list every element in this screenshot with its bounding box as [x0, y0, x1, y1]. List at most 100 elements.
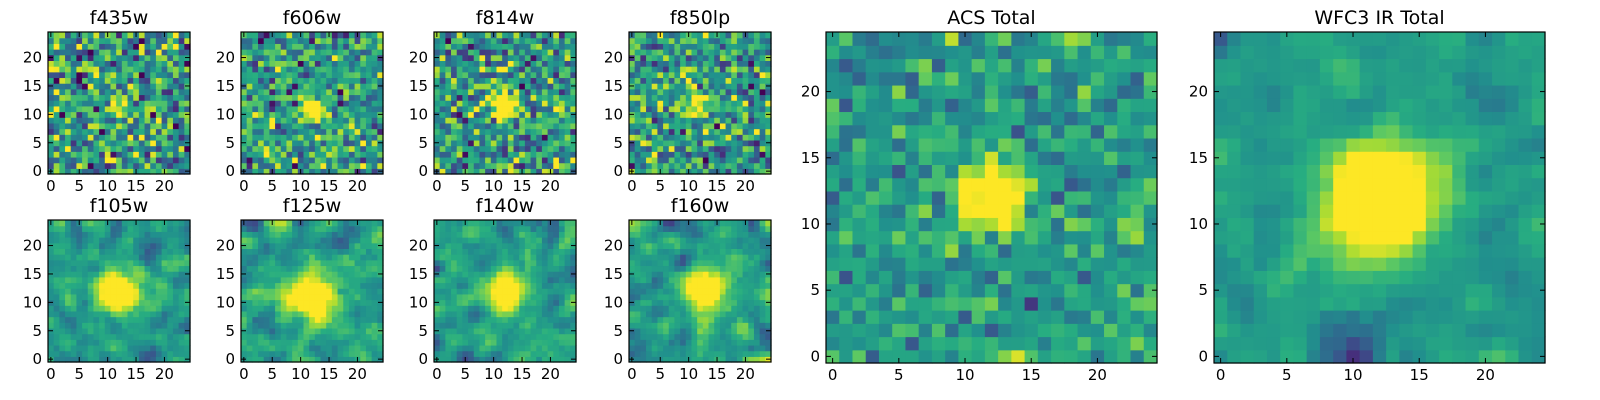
- pixel: [280, 242, 288, 249]
- pixel: [524, 128, 532, 135]
- pixel: [93, 83, 100, 90]
- pixel: [292, 265, 299, 272]
- pixel: [320, 237, 327, 244]
- pixel: [155, 49, 163, 56]
- pixel: [127, 344, 134, 352]
- pixel: [161, 162, 168, 169]
- pixel: [70, 134, 77, 141]
- pixel: [634, 43, 641, 50]
- pixel: [685, 49, 693, 56]
- pixel: [150, 145, 157, 152]
- pixel: [343, 259, 350, 267]
- pixel: [377, 344, 384, 352]
- pixel: [161, 259, 168, 267]
- pixel: [331, 322, 339, 329]
- pixel: [519, 350, 526, 357]
- pixel: [144, 128, 151, 135]
- pixel: [547, 248, 554, 255]
- pixel: [99, 71, 106, 79]
- pixel: [76, 242, 83, 249]
- pixel: [360, 83, 367, 90]
- pixel: [354, 139, 361, 147]
- x-tick-label: 20: [736, 177, 755, 195]
- pixel: [719, 117, 727, 124]
- pixel: [127, 43, 134, 50]
- pixel: [104, 66, 112, 73]
- pixel: [93, 66, 100, 73]
- pixel: [651, 88, 658, 96]
- pixel: [731, 134, 738, 141]
- pixel: [59, 248, 66, 255]
- pixel: [719, 37, 727, 44]
- pixel: [263, 83, 270, 90]
- pixel: [702, 327, 710, 335]
- pixel: [558, 43, 566, 50]
- pixel: [473, 145, 481, 152]
- pixel: [297, 100, 305, 107]
- pixel: [82, 265, 89, 272]
- pixel: [133, 242, 140, 249]
- pixel: [530, 168, 537, 175]
- pixel: [451, 242, 458, 249]
- pixel: [258, 43, 265, 50]
- pixel: [331, 344, 339, 352]
- pixel: [133, 259, 140, 267]
- pixel: [70, 339, 77, 346]
- pixel: [536, 134, 543, 141]
- pixel: [155, 327, 163, 335]
- pixel: [348, 37, 356, 44]
- pixel: [456, 237, 463, 244]
- pixel: [155, 105, 163, 113]
- pixel: [629, 88, 636, 96]
- pixel: [685, 94, 693, 101]
- pixel: [53, 271, 60, 278]
- pixel: [377, 254, 384, 261]
- pixel: [343, 168, 350, 175]
- pixel: [473, 88, 481, 96]
- pixel: [93, 242, 100, 249]
- pixel: [502, 151, 509, 158]
- pixel: [468, 339, 475, 346]
- pixel: [133, 37, 140, 44]
- pixel: [263, 237, 270, 244]
- pixel: [326, 128, 333, 135]
- pixel: [104, 37, 112, 44]
- pixel: [651, 49, 658, 56]
- pixel: [297, 71, 305, 79]
- pixel: [674, 344, 681, 352]
- pixel: [445, 128, 452, 135]
- pixel: [280, 248, 288, 255]
- pixel: [127, 288, 134, 295]
- pixel: [161, 310, 168, 318]
- pixel: [144, 237, 151, 244]
- pixel: [133, 288, 140, 295]
- pixel: [280, 156, 288, 164]
- pixel: [456, 105, 463, 113]
- pixel: [360, 151, 367, 158]
- pixel: [99, 162, 106, 169]
- pixel: [365, 88, 373, 96]
- pixel: [434, 344, 441, 352]
- pixel: [144, 254, 151, 261]
- pixel: [172, 271, 180, 278]
- pixel: [99, 259, 106, 267]
- pixel: [99, 288, 106, 295]
- pixel: [65, 122, 72, 130]
- pixel: [490, 282, 498, 289]
- pixel: [456, 117, 463, 124]
- pixel: [252, 134, 259, 141]
- pixel: [343, 83, 350, 90]
- pixel: [519, 37, 526, 44]
- pixel: [553, 162, 560, 169]
- pixel: [365, 145, 373, 152]
- pixel: [490, 151, 498, 158]
- pixel: [172, 60, 180, 67]
- pixel: [309, 327, 316, 335]
- pixel: [76, 139, 83, 147]
- pixel: [252, 225, 259, 232]
- pixel: [127, 293, 134, 301]
- pixel: [178, 220, 185, 227]
- pixel: [110, 128, 117, 135]
- pixel: [348, 333, 356, 340]
